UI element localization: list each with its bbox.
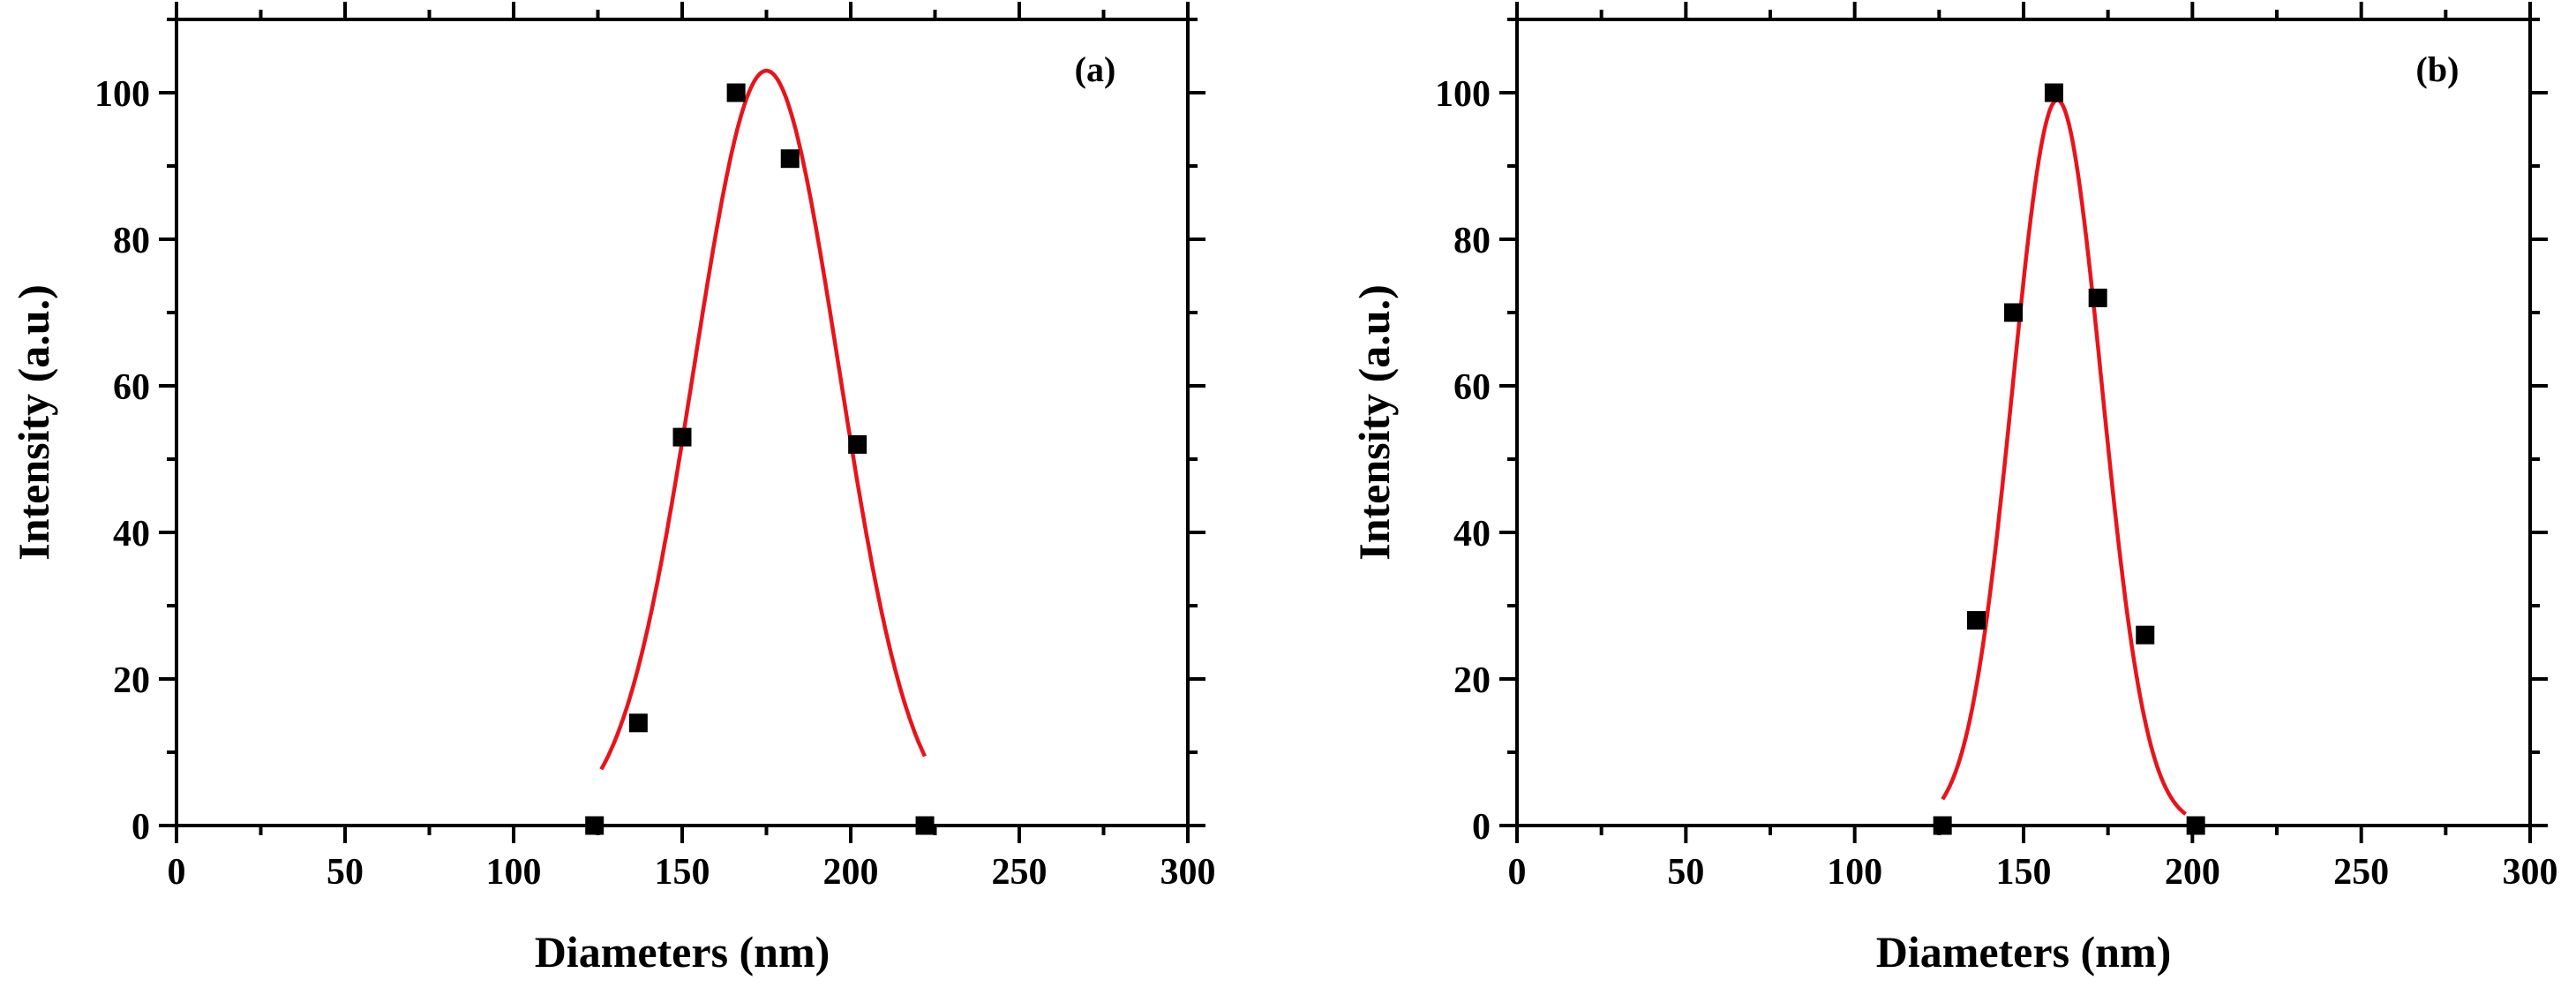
plot-frame — [1515, 18, 2532, 827]
y-tick-label: 60 — [113, 367, 150, 408]
x-tick-label: 100 — [486, 852, 542, 893]
data-point — [726, 83, 746, 102]
x-tick-label: 200 — [2165, 852, 2220, 893]
x-tick-label: 150 — [655, 852, 710, 893]
data-point — [848, 434, 867, 454]
data-point — [585, 816, 605, 835]
y-tick-label: 100 — [1435, 74, 1491, 115]
x-tick-label: 300 — [2503, 852, 2558, 893]
y-tick-label: 80 — [1453, 221, 1491, 261]
x-axis-title: Diameters (nm) — [1876, 927, 2172, 977]
y-tick-label: 20 — [1453, 660, 1491, 701]
data-point — [672, 427, 692, 447]
y-tick-label: 20 — [113, 660, 150, 701]
y-axis-title: Intensity (a.u.) — [9, 284, 58, 561]
data-point — [628, 713, 648, 733]
y-tick-label: 0 — [131, 807, 150, 848]
x-tick-label: 250 — [2333, 852, 2389, 893]
x-tick-label: 300 — [1160, 852, 1216, 893]
y-tick-label: 40 — [113, 514, 150, 554]
data-point — [2044, 83, 2063, 102]
y-tick-label: 0 — [1472, 807, 1491, 848]
data-point — [1966, 611, 1986, 630]
x-tick-label: 50 — [1667, 852, 1704, 893]
data-point — [915, 816, 935, 835]
y-tick-label: 80 — [113, 221, 150, 261]
gaussian-fit-line — [1941, 98, 2188, 816]
x-tick-label: 250 — [992, 852, 1048, 893]
y-axis-title: Intensity (a.u.) — [1349, 284, 1399, 561]
x-tick-label: 150 — [1996, 852, 2052, 893]
x-tick-label: 50 — [327, 852, 364, 893]
data-point — [780, 149, 800, 169]
y-tick-label: 100 — [94, 74, 150, 115]
panel-label: (a) — [1075, 49, 1116, 89]
x-tick-label: 100 — [1827, 852, 1882, 893]
x-axis-title: Diameters (nm) — [535, 927, 830, 977]
data-point — [2088, 288, 2107, 307]
data-point — [2136, 625, 2155, 645]
y-tick-label: 40 — [1453, 514, 1491, 554]
gaussian-fit-line — [599, 68, 928, 771]
chart-panel-2: 0 50 100 150 200 250 300 0 20 40 60 80 100 Diameters … — [1349, 2, 2558, 977]
x-tick-label: 200 — [823, 852, 879, 893]
x-tick-label: 0 — [1508, 852, 1527, 893]
data-point — [2186, 816, 2205, 835]
y-tick-label: 60 — [1453, 367, 1491, 408]
chart-panel-1: 0 50 100 150 200 250 300 0 20 40 60 80 100 Diameters … — [9, 2, 1216, 977]
data-point — [1933, 816, 1952, 835]
data-point — [2004, 303, 2024, 322]
panel-label: (b) — [2416, 49, 2460, 89]
x-tick-label: 0 — [168, 852, 186, 893]
plot-frame — [175, 18, 1190, 827]
